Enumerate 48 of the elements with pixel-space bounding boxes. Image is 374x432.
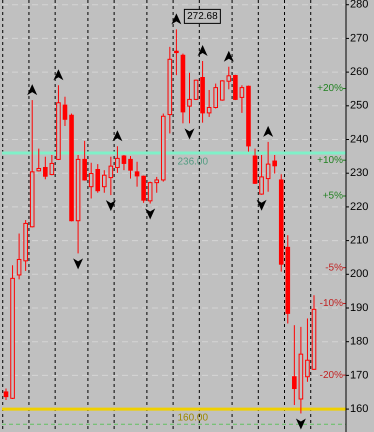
candlestick <box>220 80 225 102</box>
candlestick <box>16 233 22 280</box>
candlestick <box>259 154 264 196</box>
candlestick <box>272 154 277 174</box>
candlestick <box>50 154 54 176</box>
candlestick <box>108 156 114 196</box>
y2-tick-label: +20% <box>317 83 344 94</box>
candlestick <box>43 156 48 180</box>
y2-tick-label: +5% <box>322 190 344 202</box>
candlestick <box>174 28 179 76</box>
candlestick <box>141 175 146 204</box>
y-tick-label: 160 <box>350 402 368 415</box>
y-tick-label: 270 <box>350 32 368 44</box>
y-tick-label: 210 <box>350 234 368 247</box>
candlestick <box>266 141 270 192</box>
candlestick <box>226 66 232 90</box>
ref-line-label: 160.00 <box>177 412 208 424</box>
candlestick <box>134 161 140 188</box>
y-tick-label: 240 <box>350 133 368 146</box>
y2-tick-label: +10% <box>317 154 344 166</box>
candlestick <box>148 181 152 204</box>
candlestick <box>82 140 87 182</box>
y-tick-label: 200 <box>350 268 368 280</box>
candlestick <box>115 146 120 174</box>
candlestick <box>95 164 100 194</box>
annotation: 272.68 <box>187 11 218 22</box>
candlestick <box>88 162 94 199</box>
y2-tick-label: -5% <box>325 262 344 274</box>
y2-tick-label: -10% <box>320 298 344 310</box>
candlestick <box>102 170 107 194</box>
ref-line-label: 236.00 <box>177 156 208 168</box>
candlestick <box>36 148 42 172</box>
candlestick <box>240 84 244 114</box>
candlestick <box>292 324 297 406</box>
y-tick-label: 280 <box>350 0 368 11</box>
y-tick-label: 220 <box>350 200 368 213</box>
y-tick-label: 190 <box>350 302 368 314</box>
y-tick-label: 180 <box>350 336 368 348</box>
y-tick-label: 250 <box>350 100 368 112</box>
y-tick-label: 230 <box>350 167 368 180</box>
candlestick <box>213 83 218 110</box>
y-tick-label: 170 <box>350 369 368 382</box>
candlestick <box>4 388 8 400</box>
candlestick <box>154 176 160 194</box>
candlestick <box>206 89 212 118</box>
y-tick-label: 260 <box>350 66 368 78</box>
y2-tick-label: -20% <box>320 370 344 381</box>
candlestick <box>305 318 310 382</box>
